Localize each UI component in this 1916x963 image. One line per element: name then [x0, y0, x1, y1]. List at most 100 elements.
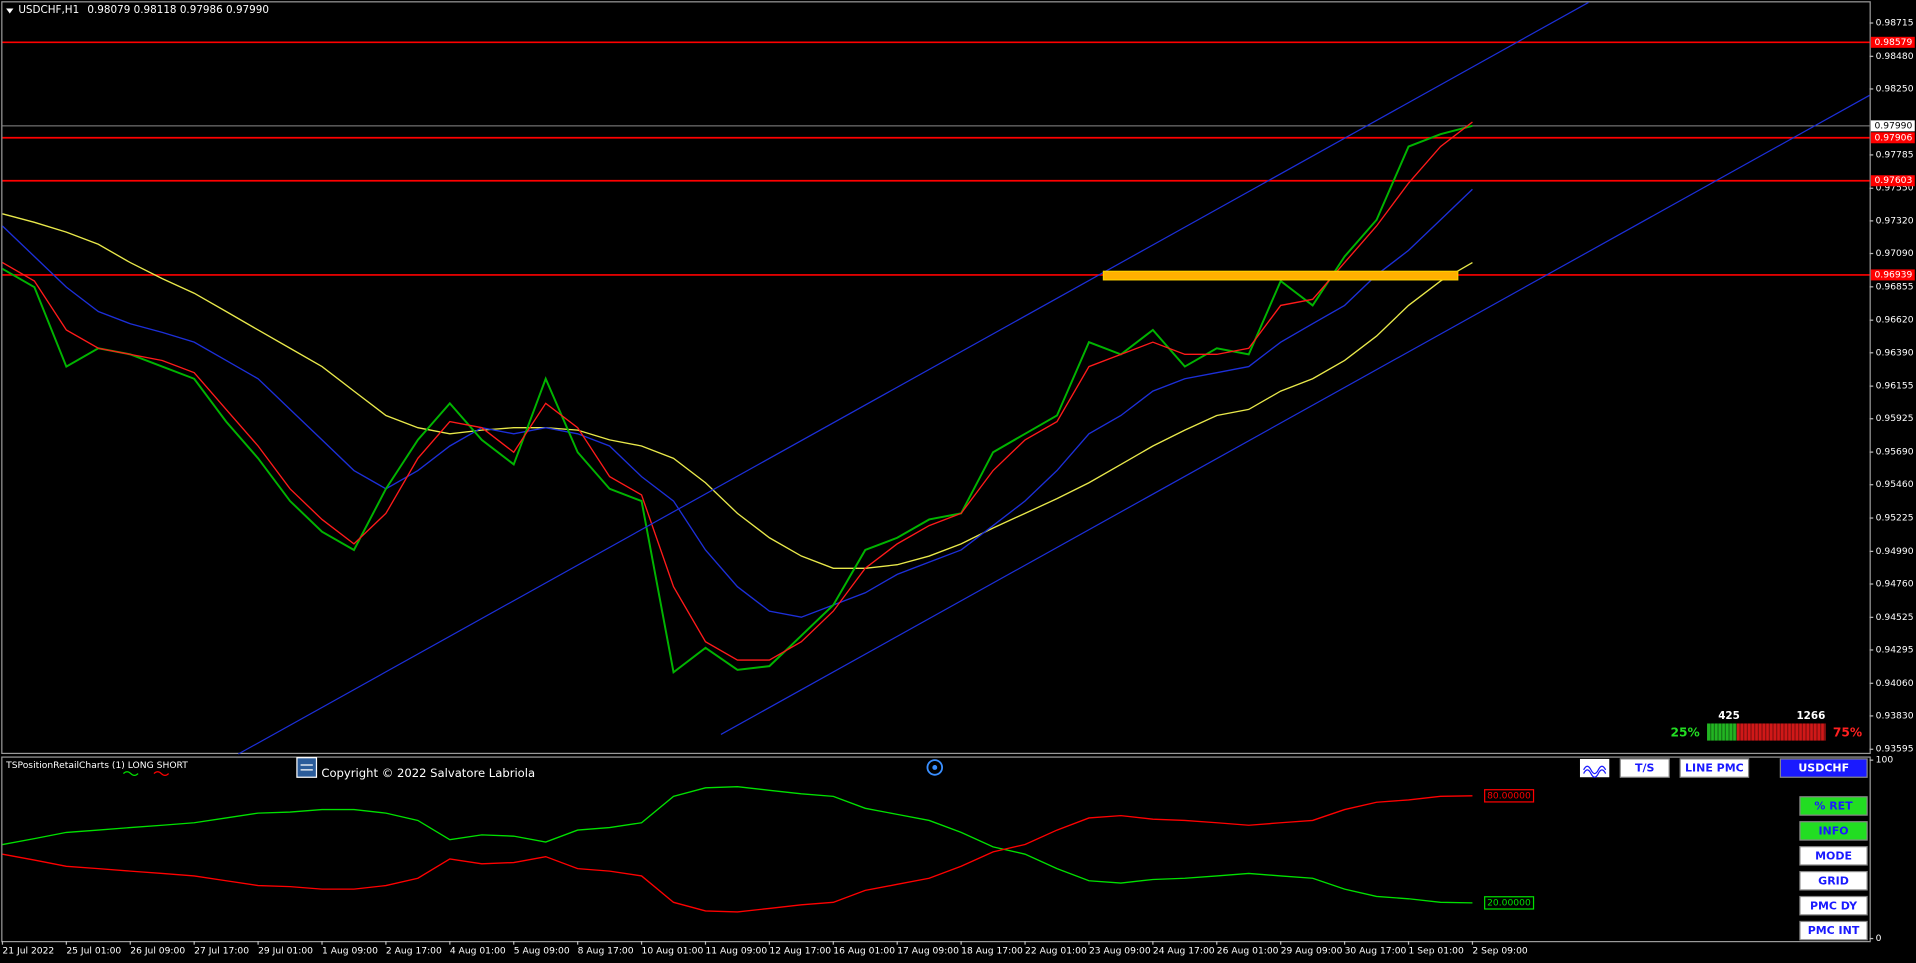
sentiment: 425 1266 25% 75% [1670, 710, 1862, 740]
x-tick-label: 29 Jul 01:00 [258, 945, 313, 956]
series-line [2, 213, 1473, 569]
side-button-label[interactable]: % RET [1814, 800, 1853, 813]
level-label: 0.97603 [1874, 175, 1912, 186]
series-line [2, 786, 1473, 904]
x-tick-label: 10 Aug 01:00 [642, 945, 704, 956]
x-tick-label: 30 Aug 17:00 [1345, 945, 1407, 956]
side-button-label[interactable]: GRID [1818, 874, 1849, 887]
button-label[interactable]: T/S [1635, 762, 1655, 775]
symbol: USDCHF,H1 [18, 4, 79, 16]
side-button[interactable] [1799, 796, 1868, 816]
main-frame [1, 1, 1871, 755]
low-price: 0.97986 [180, 4, 223, 16]
target-dot [932, 765, 938, 770]
menu-arrow[interactable] [6, 8, 14, 14]
button-label[interactable]: USDCHF [1798, 762, 1849, 775]
close-price: 0.97990 [226, 4, 269, 16]
short-count: 1266 [1796, 710, 1825, 722]
y-tick-label: 0.97090 [1876, 248, 1914, 259]
y-tick-label: 100 [1876, 755, 1894, 766]
long-bar [1707, 723, 1737, 741]
long-percent: 25% [1670, 726, 1699, 740]
series-line [1, 124, 1473, 674]
high-price: 0.98118 [134, 4, 177, 16]
logo-icon [296, 757, 318, 778]
x-tick-label: 26 Jul 09:00 [130, 945, 185, 956]
level-label: 0.96939 [1874, 269, 1912, 280]
y-tick-label: 0.98715 [1876, 18, 1914, 29]
end-label: 20.00000 [1487, 897, 1531, 908]
x-tick-label: 25 Jul 01:00 [66, 945, 121, 956]
button-label[interactable]: LINE PMC [1685, 762, 1744, 775]
copyright: Copyright © 2022 Salvatore Labriola [321, 766, 535, 780]
x-tick-label: 23 Aug 09:00 [1089, 945, 1151, 956]
level-box [1870, 132, 1915, 144]
button[interactable] [1779, 758, 1868, 778]
x-tick-label: 18 Aug 17:00 [961, 945, 1023, 956]
button[interactable] [1619, 758, 1670, 778]
series-line [2, 795, 1473, 913]
x-tick-label: 21 Jul 2022 [2, 945, 54, 956]
x-tick-label: 29 Aug 09:00 [1281, 945, 1343, 956]
side-button-label[interactable]: MODE [1815, 849, 1852, 862]
side-button[interactable] [1799, 895, 1868, 916]
end-label-box [1484, 896, 1535, 910]
y-tick-label: 0.95690 [1876, 447, 1914, 458]
level-label: 0.97906 [1874, 132, 1912, 143]
side-button-label[interactable]: PMC INT [1808, 924, 1860, 937]
short-bar [1736, 723, 1826, 741]
y-tick-label: 0.94990 [1876, 546, 1914, 557]
y-tick-label: 0.94760 [1876, 579, 1914, 590]
wave-icon [1583, 765, 1607, 778]
indicator-frame [1, 756, 1871, 943]
x-tick-label: 2 Sep 09:00 [1472, 945, 1527, 956]
level-box [1870, 269, 1915, 281]
x-tick-label: 2 Aug 17:00 [386, 945, 442, 956]
y-tick-label: 0.94060 [1876, 678, 1914, 689]
y-tick-label: 0.95225 [1876, 513, 1914, 524]
x-tick-label: 12 Aug 17:00 [769, 945, 831, 956]
side-button-label[interactable]: PMC DY [1810, 899, 1858, 912]
legend-long: LONG [128, 760, 154, 771]
wave-button[interactable] [1579, 758, 1610, 778]
side-button[interactable] [1799, 821, 1868, 841]
buttons: T/S LINE PMC USDCHF % RET INFO MODE GRID PMC DY… [1619, 758, 1868, 941]
y-tick-label: 0.94295 [1876, 644, 1914, 655]
side-button[interactable] [1799, 920, 1868, 941]
x-tick-label: 8 Aug 17:00 [578, 945, 634, 956]
target-icon[interactable] [926, 759, 944, 776]
side-button[interactable] [1799, 846, 1868, 866]
end-label-box [1484, 789, 1535, 803]
series-line [1, 188, 1473, 618]
x-tick-label: 4 Aug 01:00 [450, 945, 506, 956]
button[interactable] [1679, 758, 1750, 778]
x-tick-label: 11 Aug 09:00 [705, 945, 767, 956]
y-tick-label: 0.97550 [1876, 183, 1914, 194]
side-button-label[interactable]: INFO [1818, 825, 1848, 838]
x-tick-label: 1 Aug 09:00 [322, 945, 378, 956]
indicator-title: TSPositionRetailCharts (1) LONG SHORT [5, 760, 188, 771]
header: USDCHF,H1 0.98079 0.98118 0.97986 0.9799… [18, 4, 269, 16]
x-tick-label: 16 Aug 01:00 [833, 945, 895, 956]
y-tick-label: 0 [1876, 933, 1882, 944]
x-tick-label: 27 Jul 17:00 [194, 945, 249, 956]
y-tick-label: 0.96855 [1876, 281, 1914, 292]
y-tick-label: 0.97320 [1876, 215, 1914, 226]
short-percent: 75% [1833, 726, 1862, 740]
x-tick-label: 22 Aug 01:00 [1025, 945, 1087, 956]
current-price-box [1870, 120, 1915, 132]
end-label: 80.00000 [1487, 790, 1531, 801]
y-tick-label: 0.97785 [1876, 149, 1914, 160]
legend-short: SHORT [157, 760, 189, 771]
y-tick-label: 0.98250 [1876, 83, 1914, 94]
channel-lower [720, 94, 1870, 736]
y-tick-label: 0.98480 [1876, 51, 1914, 62]
current-price-label: 0.97990 [1874, 120, 1912, 131]
side-button[interactable] [1799, 870, 1868, 891]
x-tick-label: 5 Aug 09:00 [514, 945, 570, 956]
y-tick-label: 0.96620 [1876, 315, 1914, 326]
level-box [1870, 36, 1915, 48]
y-tick-label: 0.95460 [1876, 479, 1914, 490]
